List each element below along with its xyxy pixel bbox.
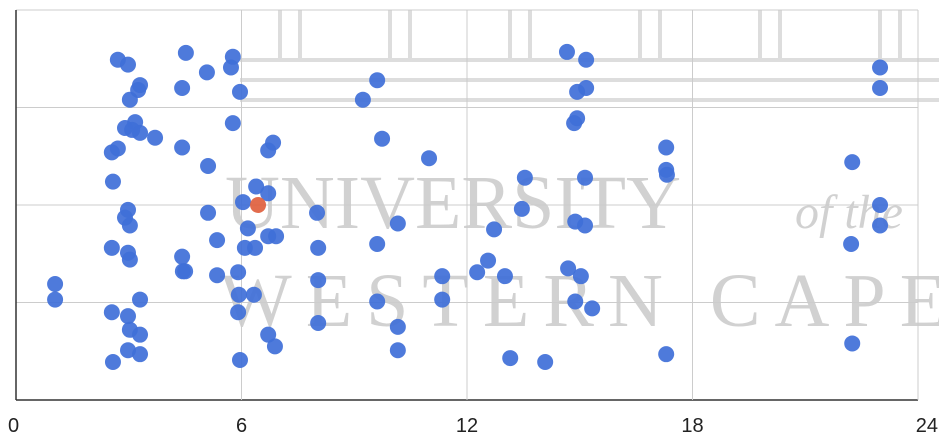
- point: [174, 80, 190, 96]
- point: [577, 217, 593, 233]
- x-tick-label: 12: [456, 415, 478, 437]
- chart: UNIVERSITY of the WESTERN CAPE 06121824: [0, 0, 939, 441]
- point: [310, 272, 326, 288]
- point: [174, 139, 190, 155]
- point: [469, 264, 485, 280]
- x-tick-label: 0: [8, 415, 19, 437]
- point: [232, 352, 248, 368]
- point: [573, 268, 589, 284]
- point: [122, 252, 138, 268]
- point: [265, 135, 281, 151]
- point: [209, 232, 225, 248]
- point: [480, 253, 496, 269]
- point: [246, 287, 262, 303]
- point: [105, 174, 121, 190]
- point: [310, 315, 326, 331]
- point: [235, 194, 251, 210]
- point: [514, 201, 530, 217]
- point: [250, 197, 266, 213]
- point: [369, 294, 385, 310]
- point: [559, 44, 575, 60]
- point: [178, 45, 194, 61]
- point: [132, 346, 148, 362]
- point: [537, 354, 553, 370]
- point: [104, 144, 120, 160]
- point: [240, 220, 256, 236]
- x-tick-label: 18: [681, 415, 703, 437]
- point: [567, 294, 583, 310]
- point: [200, 205, 216, 221]
- point: [225, 115, 241, 131]
- point: [355, 92, 371, 108]
- point: [122, 92, 138, 108]
- point: [517, 170, 533, 186]
- point: [390, 319, 406, 335]
- point: [497, 268, 513, 284]
- point: [421, 150, 437, 166]
- point: [105, 354, 121, 370]
- point: [502, 350, 518, 366]
- point: [120, 308, 136, 324]
- point: [659, 167, 675, 183]
- x-tick-label: 24: [916, 415, 938, 437]
- point: [122, 217, 138, 233]
- point: [584, 300, 600, 316]
- point: [247, 240, 263, 256]
- point: [223, 60, 239, 76]
- point: [369, 236, 385, 252]
- point: [434, 268, 450, 284]
- point: [578, 80, 594, 96]
- point: [104, 240, 120, 256]
- point: [486, 221, 502, 237]
- point: [268, 228, 284, 244]
- point: [199, 64, 215, 80]
- point: [434, 292, 450, 308]
- point: [872, 197, 888, 213]
- point: [177, 263, 193, 279]
- point: [872, 217, 888, 233]
- point: [104, 304, 120, 320]
- watermark-text: UNIVERSITY: [225, 161, 681, 245]
- x-tick-label: 6: [236, 415, 247, 437]
- point: [132, 327, 148, 343]
- point: [566, 115, 582, 131]
- point: [390, 342, 406, 358]
- point: [267, 338, 283, 354]
- point: [230, 264, 246, 280]
- point: [309, 205, 325, 221]
- point: [310, 240, 326, 256]
- point: [132, 125, 148, 141]
- point: [658, 346, 674, 362]
- point: [47, 276, 63, 292]
- point: [578, 52, 594, 68]
- point: [872, 80, 888, 96]
- point: [147, 130, 163, 146]
- point: [844, 154, 860, 170]
- point: [232, 84, 248, 100]
- point: [231, 287, 247, 303]
- point: [390, 216, 406, 232]
- watermark-text: of the: [795, 186, 903, 239]
- point: [47, 292, 63, 308]
- point: [369, 72, 385, 88]
- point: [120, 57, 136, 73]
- point: [374, 131, 390, 147]
- point: [174, 249, 190, 265]
- point: [200, 158, 216, 174]
- point: [577, 170, 593, 186]
- point: [843, 236, 859, 252]
- point: [132, 292, 148, 308]
- point: [658, 139, 674, 155]
- point: [872, 60, 888, 76]
- point: [209, 267, 225, 283]
- point: [844, 335, 860, 351]
- point: [230, 304, 246, 320]
